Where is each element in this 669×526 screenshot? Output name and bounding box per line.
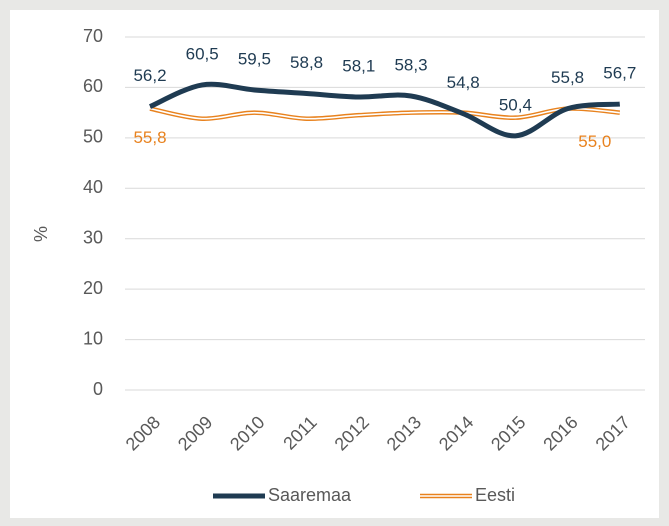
data-label: 56,2: [133, 66, 166, 85]
legend-label: Eesti: [475, 485, 515, 505]
data-label: 56,7: [603, 64, 636, 83]
data-label: 54,8: [447, 73, 480, 92]
data-label: 58,1: [342, 56, 375, 75]
y-tick-label: 0: [93, 379, 103, 399]
y-tick-label: 60: [83, 76, 103, 96]
data-label: 55,0: [578, 132, 611, 151]
series-line: [148, 81, 621, 139]
data-label: 55,8: [551, 68, 584, 87]
data-label: 59,5: [238, 49, 271, 68]
data-label: 55,8: [133, 128, 166, 147]
data-label: 60,5: [186, 44, 219, 63]
legend-label: Saaremaa: [268, 485, 352, 505]
data-label: 58,3: [394, 55, 427, 74]
data-label: 50,4: [499, 95, 532, 114]
series-line-inner: [149, 107, 620, 120]
y-tick-label: 50: [83, 127, 103, 147]
y-tick-label: 10: [83, 328, 103, 348]
y-tick-label: 40: [83, 177, 103, 197]
y-axis-label: %: [31, 226, 51, 242]
y-tick-label: 30: [83, 227, 103, 247]
y-tick-label: 20: [83, 278, 103, 298]
data-label: 58,8: [290, 53, 323, 72]
y-tick-label: 70: [83, 26, 103, 46]
